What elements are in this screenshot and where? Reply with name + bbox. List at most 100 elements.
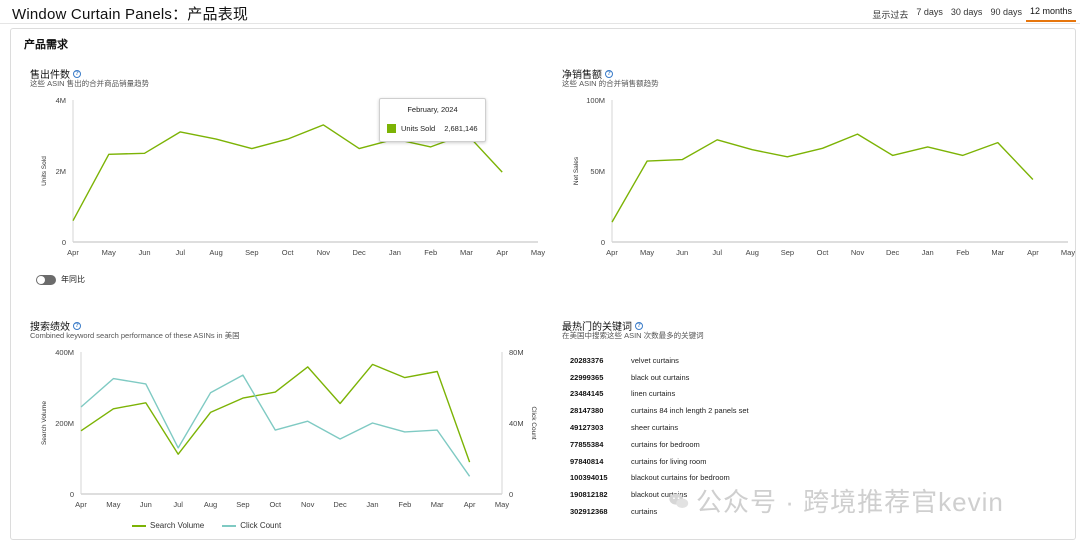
toggle-knob [37, 275, 45, 284]
x-tick-label: Dec [352, 248, 366, 257]
x-tick-label: May [640, 248, 654, 257]
x-tick-label: Sep [236, 500, 249, 509]
net-sales-title-text: 净销售额 [562, 70, 602, 81]
y-tick-label: 100M [586, 96, 605, 105]
search-performance-title: 搜索绩效 ? [30, 318, 81, 333]
info-icon[interactable]: ? [605, 69, 613, 78]
toggle-switch[interactable] [36, 274, 56, 285]
x-tick-label: Jul [176, 248, 186, 257]
keyword-text: curtains [631, 507, 658, 517]
tooltip-title: February, 2024 [407, 105, 458, 114]
tooltip-value: 2,681,146 [444, 124, 478, 133]
time-range-label: 显示过去 [872, 9, 909, 20]
info-icon[interactable]: ? [73, 321, 81, 330]
wechat-icon [669, 493, 689, 508]
y-axis-label: Net Sales [573, 156, 580, 185]
x-tick-label: Jun [138, 248, 150, 257]
x-tick-label: Mar [991, 248, 1004, 257]
legend-swatch [132, 524, 146, 527]
net-sales-subtitle: 这些 ASIN 的合并销售额趋势 [562, 79, 659, 88]
x-tick-label: Jan [366, 500, 378, 509]
x-tick-label: Jul [173, 500, 183, 509]
watermark: 公众号 · 跨境推荐官kevin [668, 482, 1004, 519]
info-icon[interactable]: ? [635, 321, 643, 330]
x-tick-label: Nov [851, 248, 865, 257]
yoy-toggle-label: 年同比 [61, 275, 85, 284]
x-tick-label: Feb [424, 248, 437, 257]
y2-tick-label: 0 [509, 490, 513, 499]
x-tick-label: Mar [460, 248, 473, 257]
list-item[interactable]: 190812182 blackout curtains [570, 486, 749, 503]
x-tick-label: Dec [333, 500, 347, 509]
units-sold-title-text: 售出件数 [30, 70, 70, 81]
range-7-days[interactable]: 7 days [916, 7, 943, 17]
list-item[interactable]: 97840814 curtains for living room [570, 453, 749, 470]
range-90-days[interactable]: 90 days [990, 7, 1022, 17]
net-sales-title: 净销售额 ? [562, 66, 613, 81]
y-tick-label: 2M [56, 167, 66, 176]
list-item[interactable]: 100394015 blackout curtains for bedroom [570, 470, 749, 487]
x-tick-label: May [102, 248, 116, 257]
top-keywords-title-text: 最热门的关键词 [562, 322, 632, 333]
legend-swatch [222, 524, 237, 527]
x-tick-label: Apr [67, 248, 79, 257]
list-item[interactable]: 23484145 linen curtains [570, 386, 749, 403]
legend-click-count[interactable]: Click Count [222, 521, 281, 530]
keyword-text: curtains for living room [631, 456, 707, 466]
x-tick-label: Oct [282, 248, 295, 257]
product-demand-card [10, 28, 1076, 540]
header-divider [0, 23, 1080, 24]
x-tick-label: Oct [269, 500, 282, 509]
x-tick-label: Sep [245, 248, 258, 257]
x-tick-label: Oct [817, 248, 830, 257]
keyword-text: black out curtains [631, 372, 690, 382]
y-tick-label: 200M [55, 419, 74, 428]
x-tick-label: Apr [496, 248, 508, 257]
units-sold-subtitle: 这些 ASIN 售出的合并商品销量趋势 [30, 79, 150, 88]
keyword-rank: 100394015 [570, 473, 608, 483]
list-item[interactable]: 20283376 velvet curtains [570, 352, 749, 369]
keyword-text: velvet curtains [631, 355, 679, 365]
y-axis-label: Search Volume [41, 401, 48, 445]
top-keywords-subtitle: 在美国中搜索这些 ASIN 次数最多的关键词 [562, 331, 704, 340]
y2-tick-label: 40M [509, 419, 524, 428]
keyword-text: sheer curtains [631, 423, 679, 433]
yoy-toggle[interactable]: 年同比 [36, 274, 85, 285]
chart-tooltip: February, 2024 Units Sold 2,681,146 [379, 98, 486, 142]
list-item[interactable]: 77855384 curtains for bedroom [570, 436, 749, 453]
legend-search-volume[interactable]: Search Volume [132, 521, 204, 530]
x-tick-label: May [495, 500, 509, 509]
range-30-days[interactable]: 30 days [950, 7, 983, 17]
list-item[interactable]: 302912368 curtains [570, 503, 749, 520]
list-item[interactable]: 28147380 curtains 84 inch length 2 panels… [570, 402, 749, 419]
x-tick-label: Feb [956, 248, 969, 257]
x-tick-label: Apr [75, 500, 87, 509]
y-tick-label: 0 [62, 238, 66, 247]
series-line-search-volume [80, 363, 471, 463]
list-item[interactable]: 49127303 sheer curtains [570, 419, 749, 436]
page-title: Window Curtain Panels：产品表现 [12, 6, 249, 23]
x-tick-label: Nov [317, 248, 331, 257]
x-tick-label: Aug [204, 500, 217, 509]
x-tick-label: May [106, 500, 120, 509]
x-tick-label: Jun [676, 248, 688, 257]
keyword-text: linen curtains [631, 389, 676, 399]
x-tick-label: Jul [712, 248, 722, 257]
tooltip-series: Units Sold [401, 124, 436, 133]
y-tick-label: 0 [601, 238, 605, 247]
info-icon[interactable]: ? [73, 69, 81, 78]
keyword-rank: 97840814 [570, 456, 604, 466]
list-item[interactable]: 22999365 black out curtains [570, 369, 749, 386]
x-tick-label: Dec [886, 248, 900, 257]
range-12-months[interactable]: 12 months [1025, 6, 1076, 22]
top-keywords-title: 最热门的关键词 ? [562, 318, 643, 333]
y2-axis-label: Click Count [530, 406, 537, 439]
keyword-rank: 22999365 [570, 372, 604, 382]
keyword-rank: 190812182 [570, 490, 608, 500]
keyword-text: blackout curtains [631, 490, 688, 500]
x-tick-label: Feb [398, 500, 411, 509]
legend-label: Click Count [240, 521, 282, 530]
x-tick-label: Apr [606, 248, 618, 257]
time-range-selector: 显示过去 7 days 30 days 90 days 12 months [872, 6, 1076, 22]
section-title: 产品需求 [24, 39, 68, 51]
